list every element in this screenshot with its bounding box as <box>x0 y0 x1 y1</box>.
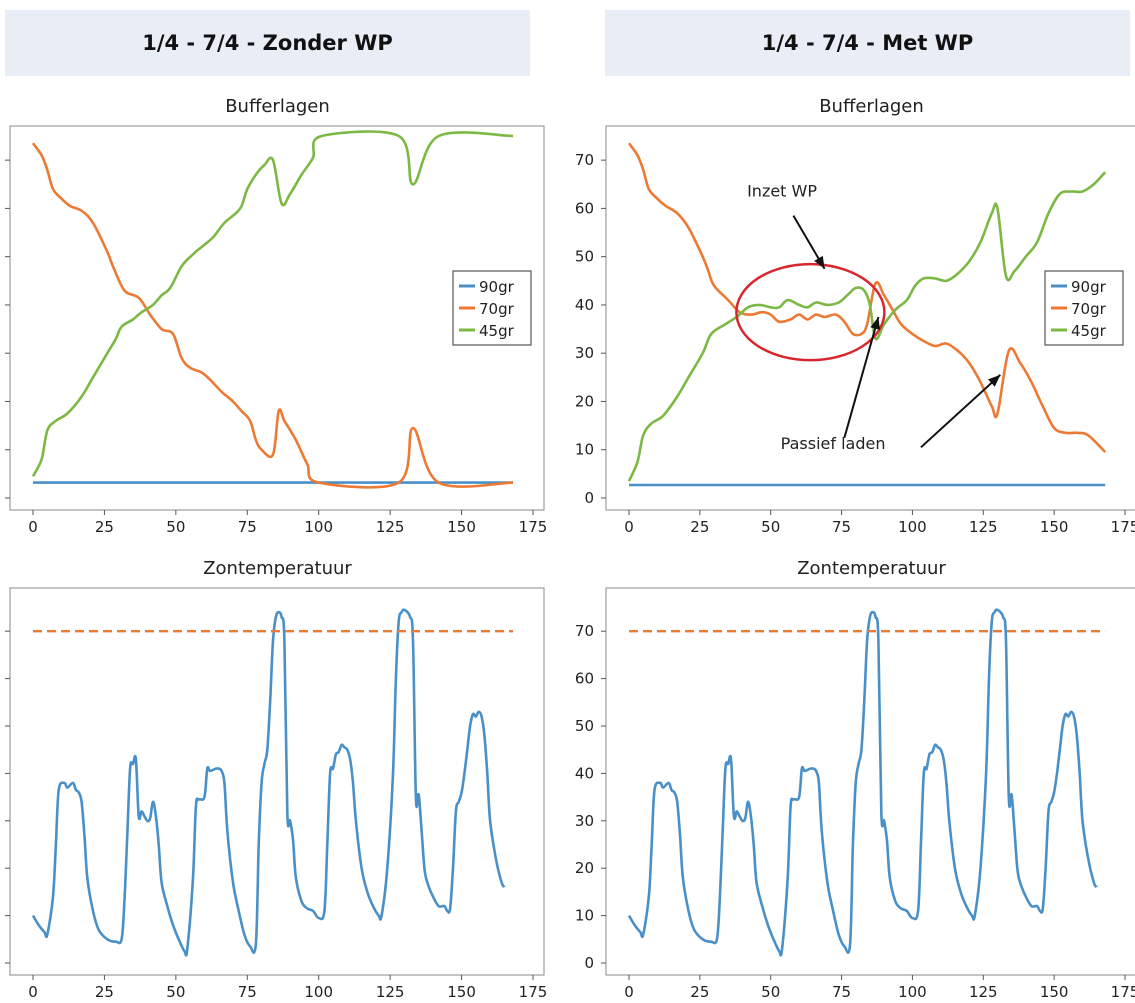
panel-title-right: 1/4 - 7/4 - Met WP <box>605 10 1130 76</box>
y-tick-label: 10 <box>575 907 594 925</box>
x-tick-label: 25 <box>95 518 114 536</box>
series-line-45gr <box>31 130 514 477</box>
x-tick-label: 75 <box>238 983 257 1001</box>
arrow-passief-laden-2 <box>920 374 1001 449</box>
arrow-passief-laden-1-head <box>870 317 880 330</box>
plot-area <box>627 142 1107 487</box>
x-tick-label: 75 <box>832 983 851 1001</box>
buffer-chart-left: Bufferlagen 0 25 50 75 100 125 150 175 90gr 70gr 45… <box>5 96 548 536</box>
y-tick-label: 60 <box>575 199 594 217</box>
series-line-45gr <box>627 171 1107 482</box>
annotation-passief-laden: Passief laden <box>781 434 886 453</box>
series-line-temperature <box>31 608 506 957</box>
x-tick-label: 150 <box>447 983 476 1001</box>
x-tick-label: 25 <box>95 983 114 1001</box>
x-tick-label: 25 <box>690 983 709 1001</box>
y-tick-label: 30 <box>575 344 594 362</box>
x-tick-label: 125 <box>376 518 405 536</box>
arrow-passief-laden-2-head <box>988 374 1001 387</box>
x-tick-label: 0 <box>28 983 38 1001</box>
x-tick-label: 100 <box>304 518 333 536</box>
x-tick-label: 75 <box>238 518 257 536</box>
y-tick-label: 50 <box>575 717 594 735</box>
y-tick-label: 40 <box>575 296 594 314</box>
x-tick-label: 125 <box>969 518 998 536</box>
x-tick-label: 125 <box>969 983 998 1001</box>
x-tick-label: 0 <box>624 518 634 536</box>
y-tick-label: 60 <box>575 670 594 688</box>
y-tick-label: 70 <box>575 151 594 169</box>
x-tick-label: 75 <box>832 518 851 536</box>
plot-frame <box>9 587 545 976</box>
y-tick-label: 10 <box>575 441 594 459</box>
y-tick-label: 20 <box>575 859 594 877</box>
x-tick-label: 150 <box>1040 518 1069 536</box>
x-tick-label: 50 <box>166 518 185 536</box>
legend-label-90gr: 90gr <box>479 278 515 296</box>
y-tick-label: 40 <box>575 764 594 782</box>
series-line-temperature <box>627 608 1098 957</box>
x-tick-label: 125 <box>376 983 405 1001</box>
plot-frame <box>9 125 545 511</box>
plot-frame <box>605 125 1135 511</box>
x-tick-label: 25 <box>690 518 709 536</box>
buffer-chart-right: Bufferlagen 0 25 50 75 100 125 150 175 0 10 20 30 40 5… <box>575 96 1135 536</box>
x-tick-label: 175 <box>1111 983 1135 1001</box>
legend-label-70gr: 70gr <box>479 300 515 318</box>
chart-title: Zontemperatuur <box>797 558 946 579</box>
y-tick-label: 20 <box>575 392 594 410</box>
y-tick-label: 0 <box>584 489 594 507</box>
y-tick-label: 50 <box>575 248 594 266</box>
plot-area <box>31 608 513 957</box>
panel-title-left: 1/4 - 7/4 - Zonder WP <box>5 10 530 76</box>
x-tick-label: 100 <box>898 518 927 536</box>
sun-temperature-chart-right: Zontemperatuur 0 25 50 75 100 125 150 175 0 10 20 30… <box>575 558 1135 1001</box>
x-tick-label: 175 <box>1111 518 1135 536</box>
x-tick-label: 150 <box>447 518 476 536</box>
legend-label-45gr: 45gr <box>479 322 515 340</box>
x-tick-label: 0 <box>28 518 38 536</box>
plot-frame <box>605 587 1135 976</box>
chart-title: Bufferlagen <box>819 96 924 117</box>
x-tick-label: 0 <box>624 983 634 1001</box>
series-line-70gr <box>627 142 1107 454</box>
legend-label-90gr: 90gr <box>1071 278 1107 296</box>
inzet-wp-ellipse <box>735 262 886 362</box>
x-tick-label: 150 <box>1040 983 1069 1001</box>
plot-area <box>31 130 514 489</box>
arrow-passief-laden-1 <box>843 316 880 438</box>
x-tick-label: 50 <box>761 983 780 1001</box>
x-tick-label: 100 <box>898 983 927 1001</box>
plot-area <box>627 608 1106 957</box>
legend-label-45gr: 45gr <box>1071 322 1107 340</box>
y-tick-label: 30 <box>575 812 594 830</box>
x-tick-label: 175 <box>519 983 548 1001</box>
x-tick-label: 50 <box>166 983 185 1001</box>
chart-title: Bufferlagen <box>225 96 330 117</box>
x-tick-label: 175 <box>519 518 548 536</box>
y-tick-label: 0 <box>584 954 594 972</box>
series-line-70gr <box>31 142 514 489</box>
x-tick-label: 100 <box>304 983 333 1001</box>
sun-temperature-chart-left: Zontemperatuur 0 25 50 75 100 125 150 175 <box>5 558 548 1001</box>
legend-label-70gr: 70gr <box>1071 300 1107 318</box>
annotation-inzet-wp: Inzet WP <box>747 181 817 200</box>
y-tick-label: 70 <box>575 622 594 640</box>
x-tick-label: 50 <box>761 518 780 536</box>
chart-title: Zontemperatuur <box>203 558 352 579</box>
arrow-inzet-wp-head <box>814 255 825 269</box>
